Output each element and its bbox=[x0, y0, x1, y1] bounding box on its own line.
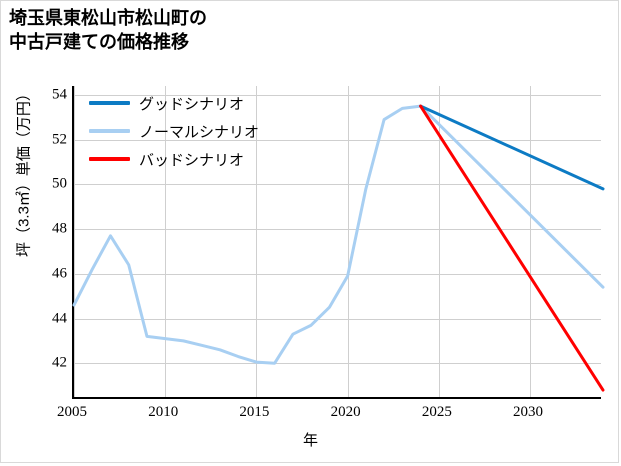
data-lines bbox=[72, 104, 605, 392]
x-tick-label-2030: 2030 bbox=[513, 404, 544, 420]
legend-swatch-bad bbox=[89, 157, 130, 161]
legend-item-normal: ノーマルシナリオ bbox=[89, 123, 260, 141]
y-tick-label-54: 54 bbox=[52, 86, 67, 103]
gridline-x-2025 bbox=[438, 86, 440, 397]
gridline-y-42 bbox=[74, 363, 601, 365]
legend-swatch-good bbox=[89, 101, 130, 105]
legend-label-normal: ノーマルシナリオ bbox=[139, 123, 260, 141]
series-line-bad bbox=[419, 104, 605, 392]
gridline-y-44 bbox=[74, 318, 601, 320]
plot-area bbox=[72, 86, 605, 399]
page-title: 埼玉県東松山市松山町の 中古戸建ての価格推移 bbox=[9, 8, 207, 52]
chart-legend: グッドシナリオ ノーマルシナリオ バッドシナリオ bbox=[89, 95, 260, 169]
x-tick-label-2015: 2015 bbox=[239, 404, 270, 420]
gridline-y-52 bbox=[74, 139, 601, 141]
series-line-normal bbox=[72, 104, 605, 365]
gridline-y-50 bbox=[74, 184, 601, 186]
legend-label-bad: バッドシナリオ bbox=[139, 151, 245, 169]
legend-item-good: グッドシナリオ bbox=[89, 95, 259, 113]
y-tick-label-44: 44 bbox=[52, 310, 67, 326]
gridline-x-2005 bbox=[74, 86, 75, 397]
gridline-x-2010 bbox=[165, 86, 167, 397]
x-tick-label-2005: 2005 bbox=[57, 404, 87, 420]
x-axis-label: 年 bbox=[302, 432, 318, 449]
series-line-good bbox=[419, 104, 605, 191]
gridline-x-2015 bbox=[256, 86, 258, 397]
gridline-y-48 bbox=[74, 229, 601, 231]
y-axis-ticks: 42 44 46 48 50 52 54 bbox=[19, 1, 67, 466]
legend-swatch-normal bbox=[89, 129, 130, 133]
y-axis-label: 坪（3.3㎡）単価（万円） bbox=[15, 86, 33, 257]
y-tick-label-52: 52 bbox=[52, 131, 67, 148]
y-tick-label-50: 50 bbox=[52, 175, 67, 192]
legend-item-bad: バッドシナリオ bbox=[89, 151, 259, 169]
gridline-x-2030 bbox=[530, 86, 532, 397]
gridline-y-46 bbox=[74, 273, 601, 275]
y-tick-label-48: 48 bbox=[52, 220, 67, 237]
x-tick-label-2025: 2025 bbox=[421, 404, 452, 420]
y-tick-label-46: 46 bbox=[52, 265, 67, 282]
x-tick-label-2020: 2020 bbox=[330, 404, 361, 420]
legend-label-good: グッドシナリオ bbox=[139, 95, 245, 113]
gridline-y-54 bbox=[74, 94, 601, 96]
x-tick-label-2010: 2010 bbox=[148, 404, 179, 420]
x-axis-ticks: 2005 2010 2015 2020 2025 2030 bbox=[1, 404, 620, 428]
y-tick-label-42: 42 bbox=[52, 354, 67, 371]
gridline-x-2020 bbox=[347, 86, 349, 397]
